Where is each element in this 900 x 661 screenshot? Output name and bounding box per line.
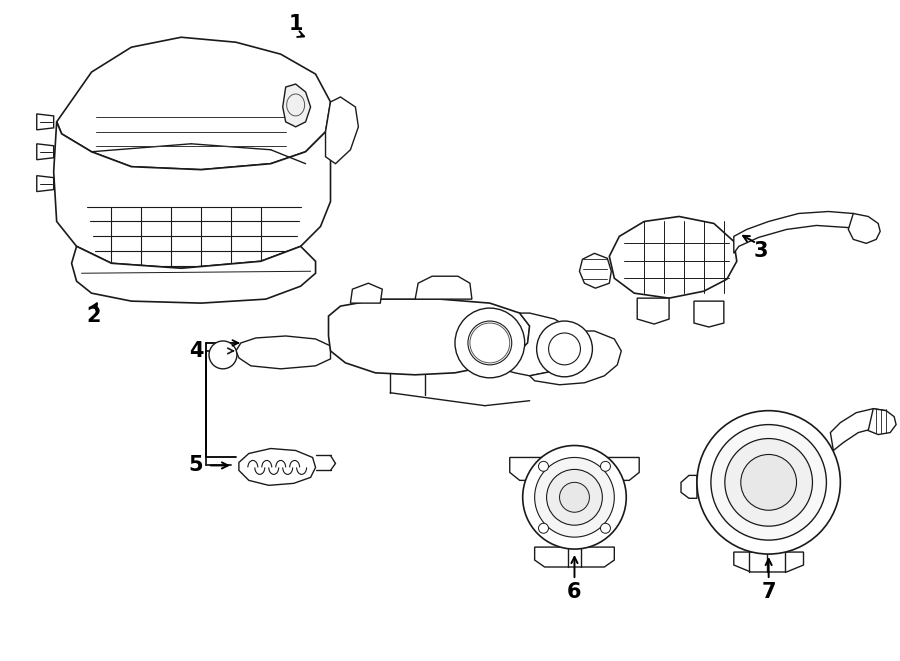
Polygon shape <box>580 253 611 288</box>
Polygon shape <box>328 299 530 375</box>
Circle shape <box>697 410 841 554</box>
Polygon shape <box>326 97 358 164</box>
Polygon shape <box>831 408 890 451</box>
Polygon shape <box>283 84 310 127</box>
Circle shape <box>560 483 590 512</box>
Polygon shape <box>37 176 54 192</box>
Circle shape <box>523 446 626 549</box>
Text: 5: 5 <box>189 455 203 475</box>
Circle shape <box>455 308 525 378</box>
Circle shape <box>549 333 580 365</box>
Polygon shape <box>37 114 54 130</box>
Circle shape <box>468 321 512 365</box>
Polygon shape <box>694 301 724 327</box>
Circle shape <box>535 457 615 537</box>
Polygon shape <box>535 547 615 567</box>
Polygon shape <box>415 276 472 299</box>
Polygon shape <box>236 336 330 369</box>
Circle shape <box>538 461 548 471</box>
Text: 7: 7 <box>761 582 776 602</box>
Polygon shape <box>849 214 880 243</box>
Text: 6: 6 <box>567 582 581 602</box>
Circle shape <box>209 341 237 369</box>
Text: 4: 4 <box>189 341 203 361</box>
Circle shape <box>600 461 610 471</box>
Polygon shape <box>734 212 868 253</box>
Text: 1: 1 <box>288 15 303 34</box>
Polygon shape <box>490 313 580 376</box>
Polygon shape <box>54 122 330 268</box>
Polygon shape <box>868 408 896 434</box>
Circle shape <box>741 455 796 510</box>
Polygon shape <box>350 283 382 303</box>
Circle shape <box>724 438 813 526</box>
Polygon shape <box>72 247 316 303</box>
Polygon shape <box>37 144 54 160</box>
Polygon shape <box>57 37 330 170</box>
Text: 2: 2 <box>86 306 101 326</box>
Polygon shape <box>637 298 669 324</box>
Polygon shape <box>509 457 639 481</box>
Circle shape <box>600 524 610 533</box>
Polygon shape <box>734 552 804 572</box>
Circle shape <box>711 424 826 540</box>
Circle shape <box>536 321 592 377</box>
Circle shape <box>546 469 602 525</box>
Polygon shape <box>530 331 621 385</box>
Polygon shape <box>238 449 316 485</box>
Polygon shape <box>609 217 737 298</box>
Circle shape <box>538 524 548 533</box>
Polygon shape <box>681 475 697 498</box>
Text: 3: 3 <box>753 241 768 261</box>
